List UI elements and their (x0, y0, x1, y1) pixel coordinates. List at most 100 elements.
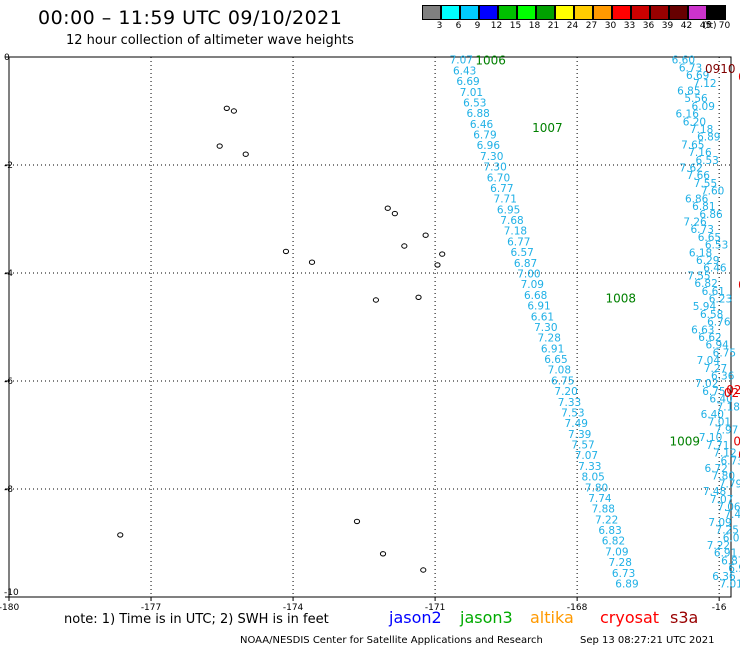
wave-height-value: 6.77 (507, 236, 530, 248)
wave-height-value: 6.73 (612, 568, 635, 580)
wave-height-value: 6.36 (711, 371, 735, 383)
wave-height-value: 6.73 (691, 224, 714, 236)
wave-height-value: 7.07 (575, 450, 598, 462)
wave-height-value: 6.87 (514, 258, 537, 270)
credit-line: NOAA/NESDIS Center for Satellite Applica… (240, 635, 543, 646)
wave-height-value: 7.01 (719, 579, 740, 591)
wave-height-value: 7.01 (708, 417, 731, 429)
colorbar-label: 15 (509, 21, 522, 31)
wave-height-value: 6.83 (598, 525, 621, 537)
colorbar-label: 70 (718, 21, 731, 31)
colorbar-swatch (555, 5, 574, 20)
island-outline (117, 532, 124, 538)
island-outline (308, 259, 316, 265)
wave-height-value: 6.72 (704, 463, 727, 475)
island-outline (434, 262, 441, 268)
wave-height-value: 6.87 (721, 555, 740, 567)
island-outline (223, 105, 230, 112)
wave-height-value: 7.74 (588, 493, 612, 505)
colorbar-label: 42 (680, 21, 693, 31)
time-mark-cryosat: 0216 (738, 70, 740, 84)
x-tick-label: -177 (141, 603, 161, 613)
colorbar-label: 24 (566, 21, 579, 31)
wave-height-value: 7.08 (548, 365, 571, 377)
footnote: note: 1) Time is in UTC; 2) SWH is in fe… (64, 612, 329, 627)
wave-height-value: 7.55 (687, 270, 710, 282)
wave-height-value: 8.05 (581, 472, 604, 484)
time-mark-jason3: 1007 (532, 121, 563, 135)
legend-item-jason3: jason3 (460, 608, 513, 627)
wave-height-value: 7.16 (688, 147, 712, 159)
wave-height-value: 6.89 (615, 579, 638, 591)
colorbar-unit: (ft) (703, 21, 717, 31)
island-outline (384, 205, 391, 211)
colorbar-swatch (460, 5, 479, 20)
colorbar-swatch (650, 5, 669, 20)
wave-height-value: 6.68 (524, 290, 547, 302)
island-outline (420, 567, 427, 573)
wave-height-value: 7.53 (561, 407, 584, 419)
colorbar-label: 45 (699, 21, 712, 31)
colorbar-label: 21 (547, 21, 560, 31)
wave-height-value: 7.62 (679, 163, 702, 175)
wave-height-value: 6.81 (692, 201, 715, 213)
colorbar-swatch (498, 5, 517, 20)
wave-height-value: 6.86 (685, 193, 709, 205)
colorbar-swatch (669, 5, 688, 20)
wave-height-value: 7.07 (710, 494, 733, 506)
wave-height-value: 7.18 (504, 226, 527, 238)
colorbar-swatch (536, 5, 555, 20)
wave-height-value: 7.26 (683, 216, 707, 228)
wave-height-value: 7.25 (716, 525, 739, 537)
x-tick-label: -168 (567, 603, 588, 613)
time-mark-cryosat: 0215 (738, 278, 740, 292)
colorbar-label: 39 (661, 21, 674, 31)
wave-height-value: 6.16 (676, 109, 700, 121)
island-outline (282, 248, 290, 255)
wave-height-value: 7.12 (713, 448, 736, 460)
wave-height-value: 7.33 (558, 397, 581, 409)
wave-height-value: 7.80 (712, 471, 735, 483)
colorbar-swatch (574, 5, 593, 20)
wave-height-value: 6.95 (497, 204, 520, 216)
colorbar-label: 3 (436, 21, 443, 31)
wave-height-value: 7.18 (717, 401, 740, 413)
wave-height-value: 7.18 (690, 124, 713, 136)
wave-height-value: 6.60 (672, 55, 695, 67)
wave-height-value: 7.79 (719, 478, 740, 490)
wave-height-value: 5.56 (684, 93, 708, 105)
colorbar-label: 33 (623, 21, 636, 31)
wave-height-value: 6.62 (698, 332, 721, 344)
wave-height-value: 6.69 (456, 76, 479, 88)
wave-height-value: 7.30 (480, 151, 503, 163)
time-mark-cryosat: 0214 (726, 383, 740, 397)
island-outline (372, 297, 380, 303)
wave-height-value: 7.09 (521, 279, 544, 291)
wave-height-value: 6.76 (707, 317, 731, 329)
wave-height-value: 6.61 (702, 286, 725, 298)
time-mark-jason3: 1008 (606, 291, 637, 305)
wave-height-value: 6.20 (683, 116, 706, 128)
wave-height-value: 6.85 (677, 86, 700, 98)
wave-height-value: 7.80 (585, 482, 608, 494)
legend-item-s3a: s3a (670, 608, 699, 627)
y-tick-label: -4 (4, 269, 13, 279)
wave-height-value: 6.73 (679, 62, 702, 74)
legend-item-cryosat: cryosat (600, 608, 660, 627)
wave-height-value: 7.97 (715, 424, 738, 436)
wave-height-value: 6.75 (702, 386, 725, 398)
wave-height-value: 7.00 (517, 268, 540, 280)
wave-height-value: 7.30 (483, 162, 506, 174)
colorbar-label: 36 (642, 21, 655, 31)
wave-height-value: 6.73 (720, 455, 740, 467)
y-tick-label: -10 (4, 588, 19, 598)
wave-height-value: 7.49 (565, 418, 588, 430)
island-outline (422, 232, 429, 238)
y-tick-label: -8 (4, 485, 13, 495)
island-outline (379, 551, 387, 557)
wave-height-value: 6.53 (463, 97, 486, 109)
wave-height-value: 7.68 (500, 215, 523, 227)
island-outline (216, 143, 223, 149)
